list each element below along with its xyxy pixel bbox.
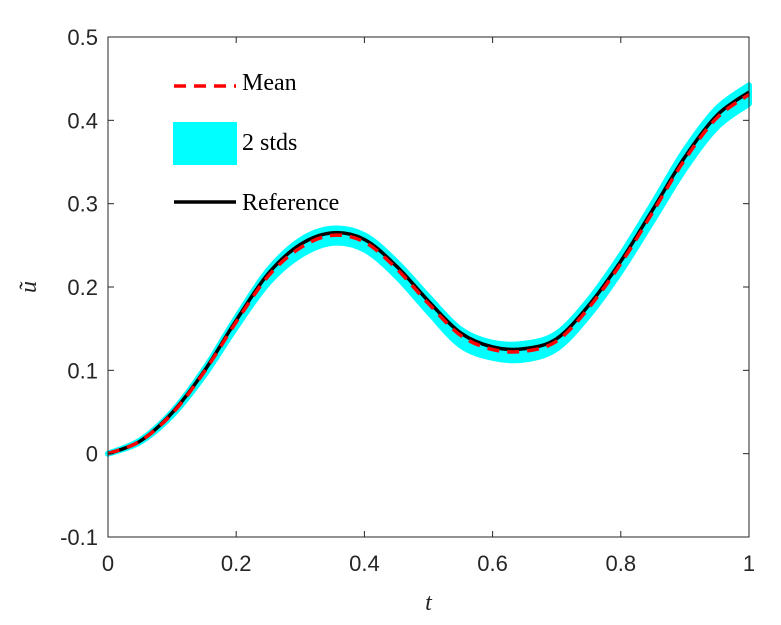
axis-ticks: 0 0.2 0.4 0.6 0.8 1-0.100.10.20.30.40.5 — [60, 25, 755, 576]
series-lines-layer — [107, 90, 751, 456]
x-axis-label: t — [425, 590, 433, 616]
legend-label: Mean — [242, 70, 297, 96]
y-tick-label: 0.2 — [67, 275, 98, 300]
y-tick-label: 0 — [86, 442, 98, 467]
legend-label: Reference — [242, 190, 339, 216]
x-tick-label: 0.4 — [349, 551, 380, 576]
y-tick-label: -0.1 — [60, 525, 98, 550]
legend: Mean 2 stds Reference — [173, 70, 339, 216]
legend-label: 2 stds — [242, 130, 297, 156]
mean-line — [107, 93, 751, 456]
x-tick-label: 0.2 — [221, 551, 252, 576]
legend-band-swatch — [173, 122, 237, 165]
y-tick-label: 0.3 — [67, 192, 98, 217]
y-tick-label: 0.4 — [67, 108, 98, 133]
y-tick-label: 0.5 — [67, 25, 98, 50]
x-tick-label: 0 — [102, 551, 114, 576]
x-tick-label: 1 — [743, 551, 755, 576]
y-tick-label: 0.1 — [67, 358, 98, 383]
x-tick-label: 0.6 — [477, 551, 508, 576]
x-tick-label: 0.8 — [606, 551, 637, 576]
y-axis-label: ũ — [16, 281, 42, 293]
